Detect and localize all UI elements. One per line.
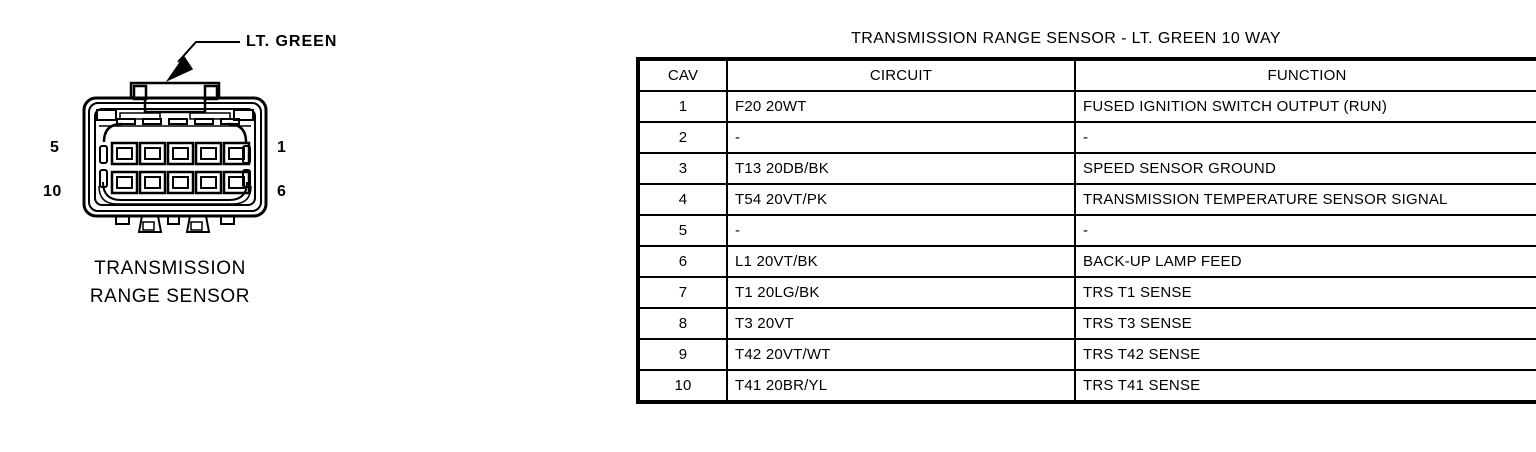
cell-circuit: T13 20DB/BK <box>726 152 1076 185</box>
table-row: 8 T3 20VT TRS T3 SENSE <box>637 307 1536 340</box>
cell-cav: 1 <box>637 90 728 123</box>
table-row: 3 T13 20DB/BK SPEED SENSOR GROUND <box>637 152 1536 185</box>
pinout-table-title: TRANSMISSION RANGE SENSOR - LT. GREEN 10… <box>851 30 1281 47</box>
table-row: 2-- <box>637 121 1536 154</box>
cell-function: - <box>1074 214 1536 247</box>
cell-circuit: T54 20VT/PK <box>726 183 1076 216</box>
cell-function: TRS T1 SENSE <box>1074 276 1536 309</box>
pin-number-label-bottom-right: 6 <box>277 183 287 200</box>
column-header-circuit: CIRCUIT <box>726 58 1076 92</box>
cell-circuit: T42 20VT/WT <box>726 338 1076 371</box>
table-row: 1 F20 20WT FUSED IGNITION SWITCH OUTPUT (R… <box>637 90 1536 123</box>
connector-diagram-panel: LT. GREEN 5 10 1 6 TRANSMISSION RANGE SE… <box>0 0 620 452</box>
terminal-cavity <box>194 170 223 195</box>
cell-function: TRS T42 SENSE <box>1074 338 1536 371</box>
cell-cav: 7 <box>637 276 728 309</box>
terminal-cavity <box>166 170 195 195</box>
terminal-cavity <box>110 141 139 166</box>
cell-function: TRS T3 SENSE <box>1074 307 1536 340</box>
cell-function: BACK-UP LAMP FEED <box>1074 245 1536 278</box>
terminal-cavity <box>138 170 167 195</box>
terminal-cavity <box>110 170 139 195</box>
connector-illustration <box>82 41 268 233</box>
terminal-cavity-grid <box>110 141 251 195</box>
connector-caption-line-1: TRANSMISSION <box>94 258 246 279</box>
cell-cav: 5 <box>637 214 728 247</box>
column-header-function: FUNCTION <box>1074 58 1536 92</box>
table-row: 6 L1 20VT/BK BACK-UP LAMP FEED <box>637 245 1536 278</box>
pinout-table-panel: TRANSMISSION RANGE SENSOR - LT. GREEN 10… <box>636 30 1536 404</box>
table-row: 5-- <box>637 214 1536 247</box>
terminal-cavity <box>138 141 167 166</box>
pin-number-label-bottom-left: 10 <box>43 183 62 200</box>
pinout-table: CAV CIRCUIT FUNCTION 1 F20 20WT FUSED IGNI… <box>636 57 1536 404</box>
terminal-cavity <box>222 141 251 166</box>
connector-inner-body <box>94 108 256 206</box>
cell-function: SPEED SENSOR GROUND <box>1074 152 1536 185</box>
connector-caption: TRANSMISSION RANGE SENSOR <box>0 255 340 311</box>
connector-caption-line-2: RANGE SENSOR <box>89 286 251 307</box>
cell-cav: 6 <box>637 245 728 278</box>
pin-number-label-top-right: 1 <box>277 139 287 156</box>
cell-cav: 9 <box>637 338 728 371</box>
cell-function: - <box>1074 121 1536 154</box>
table-row: 7 T1 20LG/BK TRS T1 SENSE <box>637 276 1536 309</box>
pin-number-label-top-left: 5 <box>50 139 60 156</box>
cell-circuit: T3 20VT <box>726 307 1076 340</box>
cell-function: TRS T41 SENSE <box>1074 369 1536 403</box>
cell-circuit: F20 20WT <box>726 90 1076 123</box>
cell-cav: 4 <box>637 183 728 216</box>
cell-circuit: - <box>726 121 1076 154</box>
cell-cav: 3 <box>637 152 728 185</box>
cell-circuit: T41 20BR/YL <box>726 369 1076 403</box>
table-header-row: CAV CIRCUIT FUNCTION <box>637 58 1536 92</box>
cell-circuit: T1 20LG/BK <box>726 276 1076 309</box>
terminal-cavity <box>222 170 251 195</box>
table-row: 10 T41 20BR/YL TRS T41 SENSE <box>637 369 1536 403</box>
cell-cav: 8 <box>637 307 728 340</box>
connector-color-callout-label: LT. GREEN <box>246 33 338 50</box>
cell-cav: 2 <box>637 121 728 154</box>
cell-circuit: - <box>726 214 1076 247</box>
cell-function: TRANSMISSION TEMPERATURE SENSOR SIGNAL <box>1074 183 1536 216</box>
connector-bottom-tabs <box>115 215 235 233</box>
cell-cav: 10 <box>637 369 728 403</box>
column-header-cav: CAV <box>637 58 728 92</box>
cell-circuit: L1 20VT/BK <box>726 245 1076 278</box>
connector-key-blocks <box>96 109 254 121</box>
terminal-cavity <box>194 141 223 166</box>
cell-function: FUSED IGNITION SWITCH OUTPUT (RUN) <box>1074 90 1536 123</box>
table-row: 4 T54 20VT/PK TRANSMISSION TEMPERATURE SEN… <box>637 183 1536 216</box>
callout-leader-line <box>165 41 240 82</box>
terminal-cavity <box>166 141 195 166</box>
table-row: 9 T42 20VT/WT TRS T42 SENSE <box>637 338 1536 371</box>
connector-side-guides <box>99 145 251 188</box>
